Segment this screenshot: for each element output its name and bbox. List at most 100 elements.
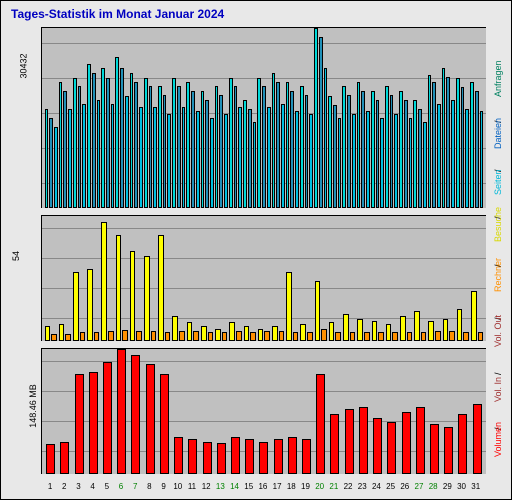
x-tick: 1 bbox=[43, 482, 57, 491]
x-tick: 2 bbox=[57, 482, 71, 491]
legend: Anfragen / Dateien / Seiten / Besuche / … bbox=[487, 31, 509, 479]
bar bbox=[413, 100, 417, 208]
bar bbox=[130, 73, 134, 208]
bar bbox=[201, 91, 205, 208]
panel-bottom bbox=[41, 348, 486, 474]
bar bbox=[364, 332, 370, 341]
bar bbox=[442, 68, 446, 208]
bar bbox=[151, 331, 157, 341]
x-tick: 31 bbox=[469, 482, 483, 491]
bar bbox=[191, 91, 195, 208]
bar bbox=[465, 109, 469, 208]
bar bbox=[390, 95, 394, 208]
bar bbox=[380, 118, 384, 208]
bar bbox=[92, 73, 96, 208]
bar bbox=[172, 316, 178, 341]
bar bbox=[428, 75, 432, 208]
bar bbox=[435, 331, 441, 341]
bar bbox=[372, 321, 378, 341]
bar bbox=[146, 364, 155, 474]
bar bbox=[451, 100, 455, 208]
bar bbox=[158, 235, 164, 341]
bar bbox=[210, 118, 214, 208]
bar bbox=[160, 374, 169, 474]
bar bbox=[122, 330, 128, 341]
legend-item: Vol. In bbox=[493, 380, 503, 402]
bar bbox=[443, 319, 449, 342]
x-tick: 6 bbox=[114, 482, 128, 491]
bar bbox=[219, 95, 223, 208]
bar bbox=[250, 332, 256, 341]
bar bbox=[478, 332, 484, 341]
legend-item: Seiten bbox=[493, 173, 503, 195]
bar bbox=[471, 291, 477, 341]
bar bbox=[295, 111, 299, 208]
bar bbox=[330, 414, 339, 474]
bar bbox=[399, 91, 403, 208]
bar bbox=[288, 437, 297, 475]
x-tick: 13 bbox=[213, 482, 227, 491]
bar bbox=[203, 442, 212, 475]
bar bbox=[329, 322, 335, 341]
x-tick: 19 bbox=[298, 482, 312, 491]
bar bbox=[321, 329, 327, 342]
bar bbox=[49, 118, 53, 208]
legend-item: Rechner bbox=[493, 270, 503, 292]
bar bbox=[94, 332, 100, 341]
x-tick: 14 bbox=[227, 482, 241, 491]
bar bbox=[116, 235, 122, 341]
bar bbox=[274, 439, 283, 474]
bar bbox=[65, 334, 71, 342]
x-tick: 22 bbox=[341, 482, 355, 491]
bar bbox=[463, 332, 469, 341]
bar bbox=[59, 324, 65, 342]
panel-top bbox=[41, 27, 486, 208]
bar bbox=[257, 78, 261, 208]
bar bbox=[46, 444, 55, 474]
bar bbox=[357, 319, 363, 342]
legend-sep: / bbox=[493, 353, 503, 375]
bar bbox=[253, 122, 257, 208]
x-tick: 29 bbox=[440, 482, 454, 491]
bar bbox=[457, 309, 463, 342]
bar bbox=[357, 82, 361, 208]
bar bbox=[205, 100, 209, 208]
bar bbox=[222, 332, 228, 341]
bar bbox=[60, 442, 69, 475]
bar bbox=[54, 127, 58, 208]
bar bbox=[115, 57, 119, 208]
bar bbox=[387, 422, 396, 475]
bar bbox=[144, 78, 148, 208]
bar bbox=[215, 86, 219, 208]
bar bbox=[366, 111, 370, 208]
x-tick: 28 bbox=[426, 482, 440, 491]
x-tick: 25 bbox=[384, 482, 398, 491]
x-tick: 24 bbox=[369, 482, 383, 491]
bar bbox=[300, 324, 306, 342]
bar bbox=[231, 437, 240, 475]
bar bbox=[290, 91, 294, 208]
bar bbox=[279, 331, 285, 341]
bar bbox=[338, 118, 342, 208]
bar bbox=[149, 86, 153, 208]
bar bbox=[470, 82, 474, 208]
bar bbox=[125, 96, 129, 208]
bar bbox=[229, 322, 235, 341]
bar bbox=[302, 439, 311, 474]
x-tick: 27 bbox=[412, 482, 426, 491]
bar bbox=[314, 28, 318, 208]
bar bbox=[404, 100, 408, 208]
bar bbox=[258, 329, 264, 342]
bar bbox=[416, 407, 425, 475]
bar bbox=[106, 78, 110, 208]
x-tick: 12 bbox=[199, 482, 213, 491]
bar bbox=[315, 281, 321, 341]
bar bbox=[78, 86, 82, 208]
bar bbox=[136, 331, 142, 341]
bar bbox=[352, 114, 356, 208]
x-tick: 8 bbox=[142, 482, 156, 491]
bar bbox=[73, 78, 77, 208]
panel-middle bbox=[41, 215, 486, 341]
bar bbox=[423, 122, 427, 208]
chart-title: Tages-Statistik im Monat Januar 2024 bbox=[11, 7, 224, 21]
